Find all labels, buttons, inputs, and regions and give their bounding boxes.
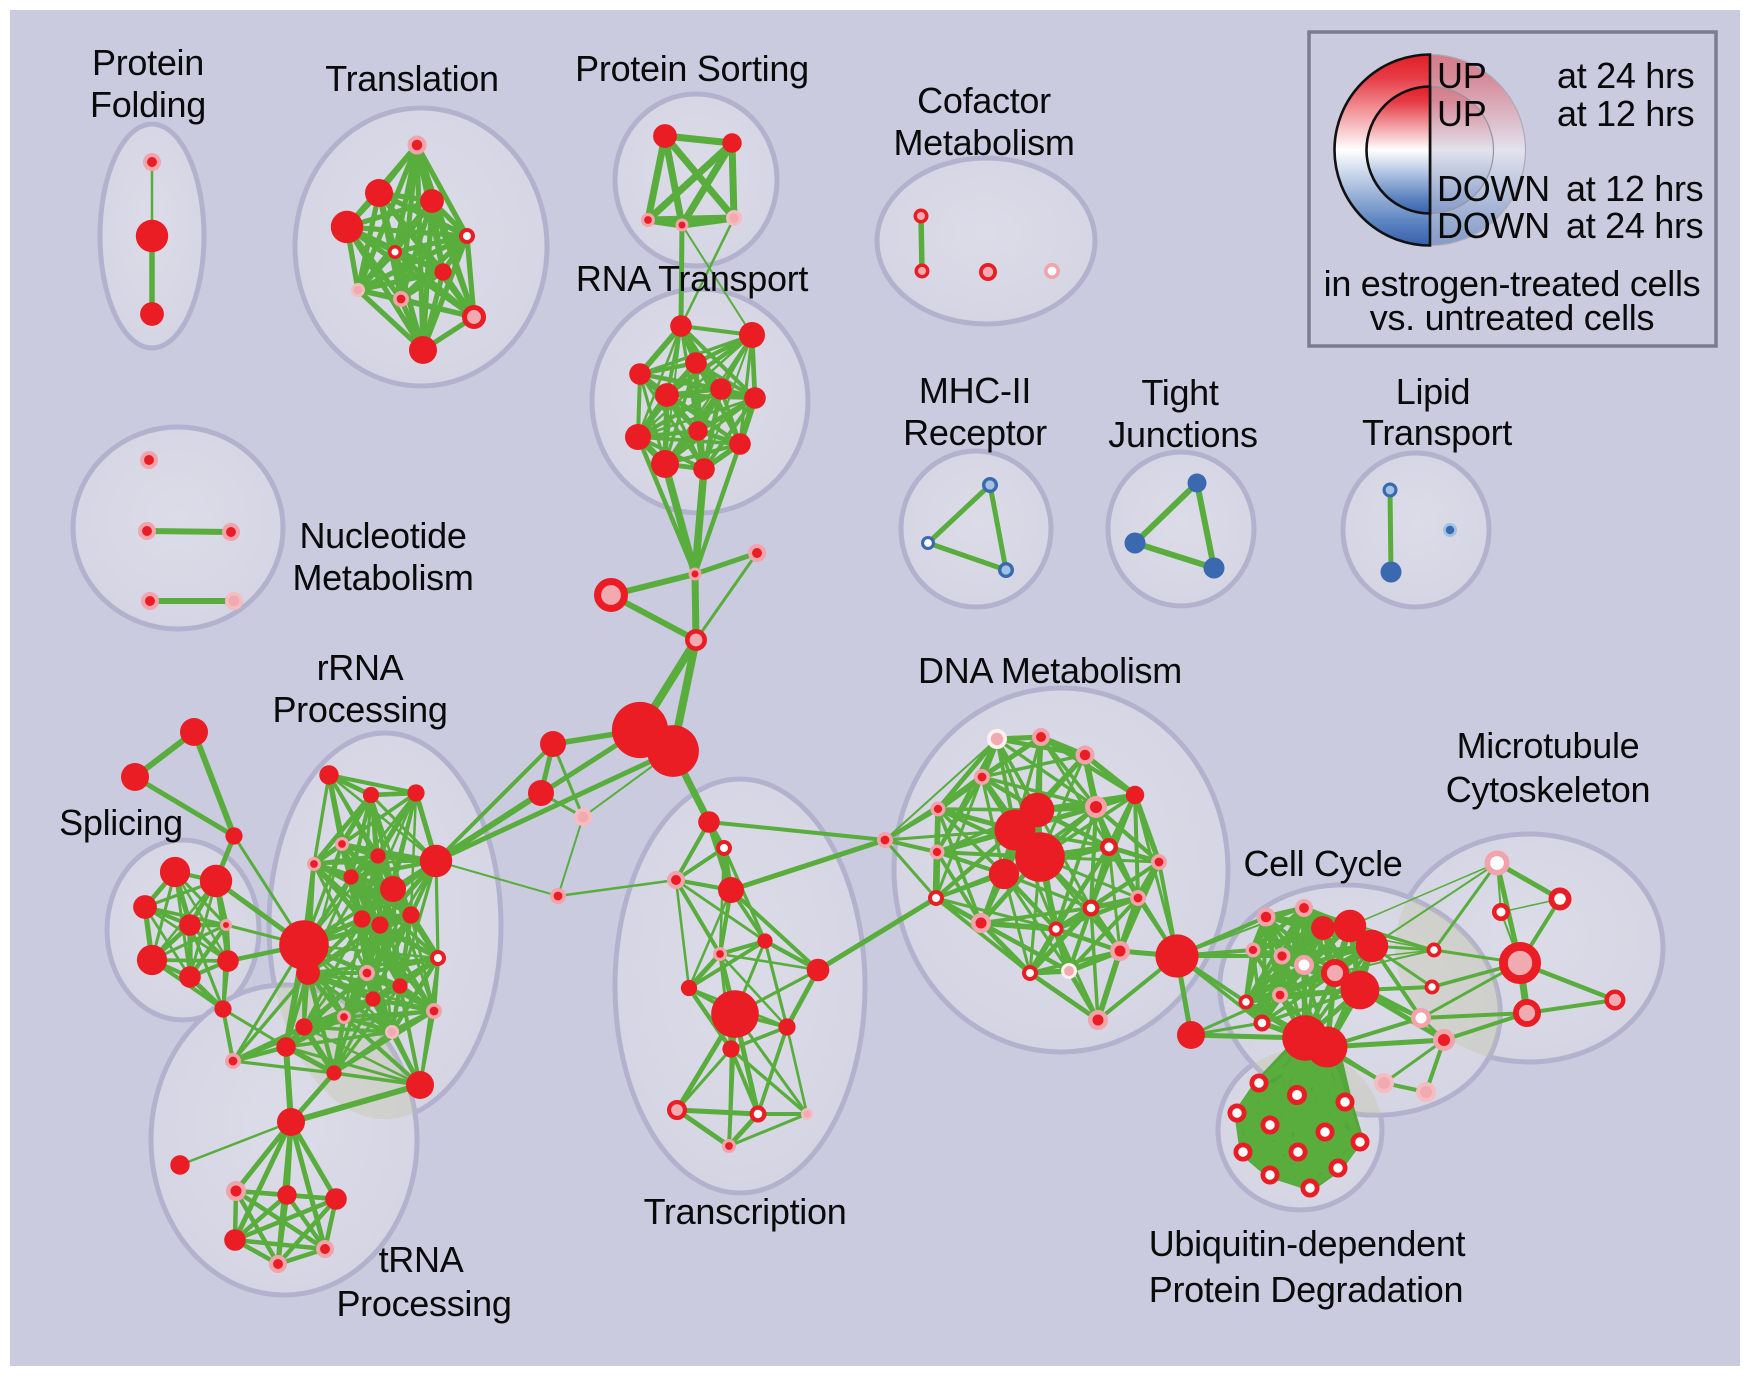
svg-text:Nucleotide: Nucleotide — [299, 515, 466, 556]
svg-text:in estrogen-treated cells: in estrogen-treated cells — [1324, 263, 1701, 304]
svg-text:Transcription: Transcription — [644, 1191, 847, 1232]
svg-text:tRNA: tRNA — [379, 1239, 464, 1280]
svg-text:Tight: Tight — [1141, 372, 1218, 413]
svg-text:Lipid: Lipid — [1396, 371, 1471, 412]
svg-text:Metabolism: Metabolism — [893, 122, 1074, 163]
svg-text:at 24 hrs: at 24 hrs — [1566, 205, 1703, 246]
svg-text:Ubiquitin-dependent: Ubiquitin-dependent — [1149, 1223, 1466, 1264]
svg-text:DNA Metabolism: DNA Metabolism — [918, 650, 1182, 691]
svg-text:Splicing: Splicing — [59, 802, 183, 843]
svg-text:Cytoskeleton: Cytoskeleton — [1446, 769, 1651, 810]
svg-text:rRNA: rRNA — [317, 647, 404, 688]
svg-text:at 12 hrs: at 12 hrs — [1557, 93, 1694, 134]
svg-text:RNA Transport: RNA Transport — [576, 258, 808, 299]
svg-text:at 12 hrs: at 12 hrs — [1566, 168, 1703, 209]
svg-text:Translation: Translation — [325, 58, 498, 99]
svg-text:Cofactor: Cofactor — [917, 80, 1051, 121]
svg-text:Receptor: Receptor — [903, 412, 1047, 453]
svg-text:Protein Degradation: Protein Degradation — [1149, 1269, 1464, 1310]
svg-text:Protein Sorting: Protein Sorting — [575, 48, 809, 89]
svg-text:Junctions: Junctions — [1108, 414, 1257, 455]
svg-text:MHC-II: MHC-II — [919, 370, 1031, 411]
svg-text:vs. untreated cells: vs. untreated cells — [1370, 297, 1654, 338]
svg-text:Folding: Folding — [90, 84, 206, 125]
svg-text:UP: UP — [1437, 93, 1486, 134]
svg-text:Microtubule: Microtubule — [1457, 725, 1640, 766]
svg-text:Cell Cycle: Cell Cycle — [1243, 843, 1402, 884]
svg-text:Metabolism: Metabolism — [292, 557, 473, 598]
svg-text:DOWN: DOWN — [1437, 205, 1550, 246]
svg-text:UP: UP — [1437, 55, 1486, 96]
svg-text:at 24 hrs: at 24 hrs — [1557, 55, 1694, 96]
svg-text:Processing: Processing — [272, 689, 447, 730]
svg-text:Transport: Transport — [1362, 412, 1512, 453]
svg-text:Processing: Processing — [336, 1283, 511, 1324]
svg-text:Protein: Protein — [92, 42, 204, 83]
svg-text:DOWN: DOWN — [1437, 168, 1550, 209]
